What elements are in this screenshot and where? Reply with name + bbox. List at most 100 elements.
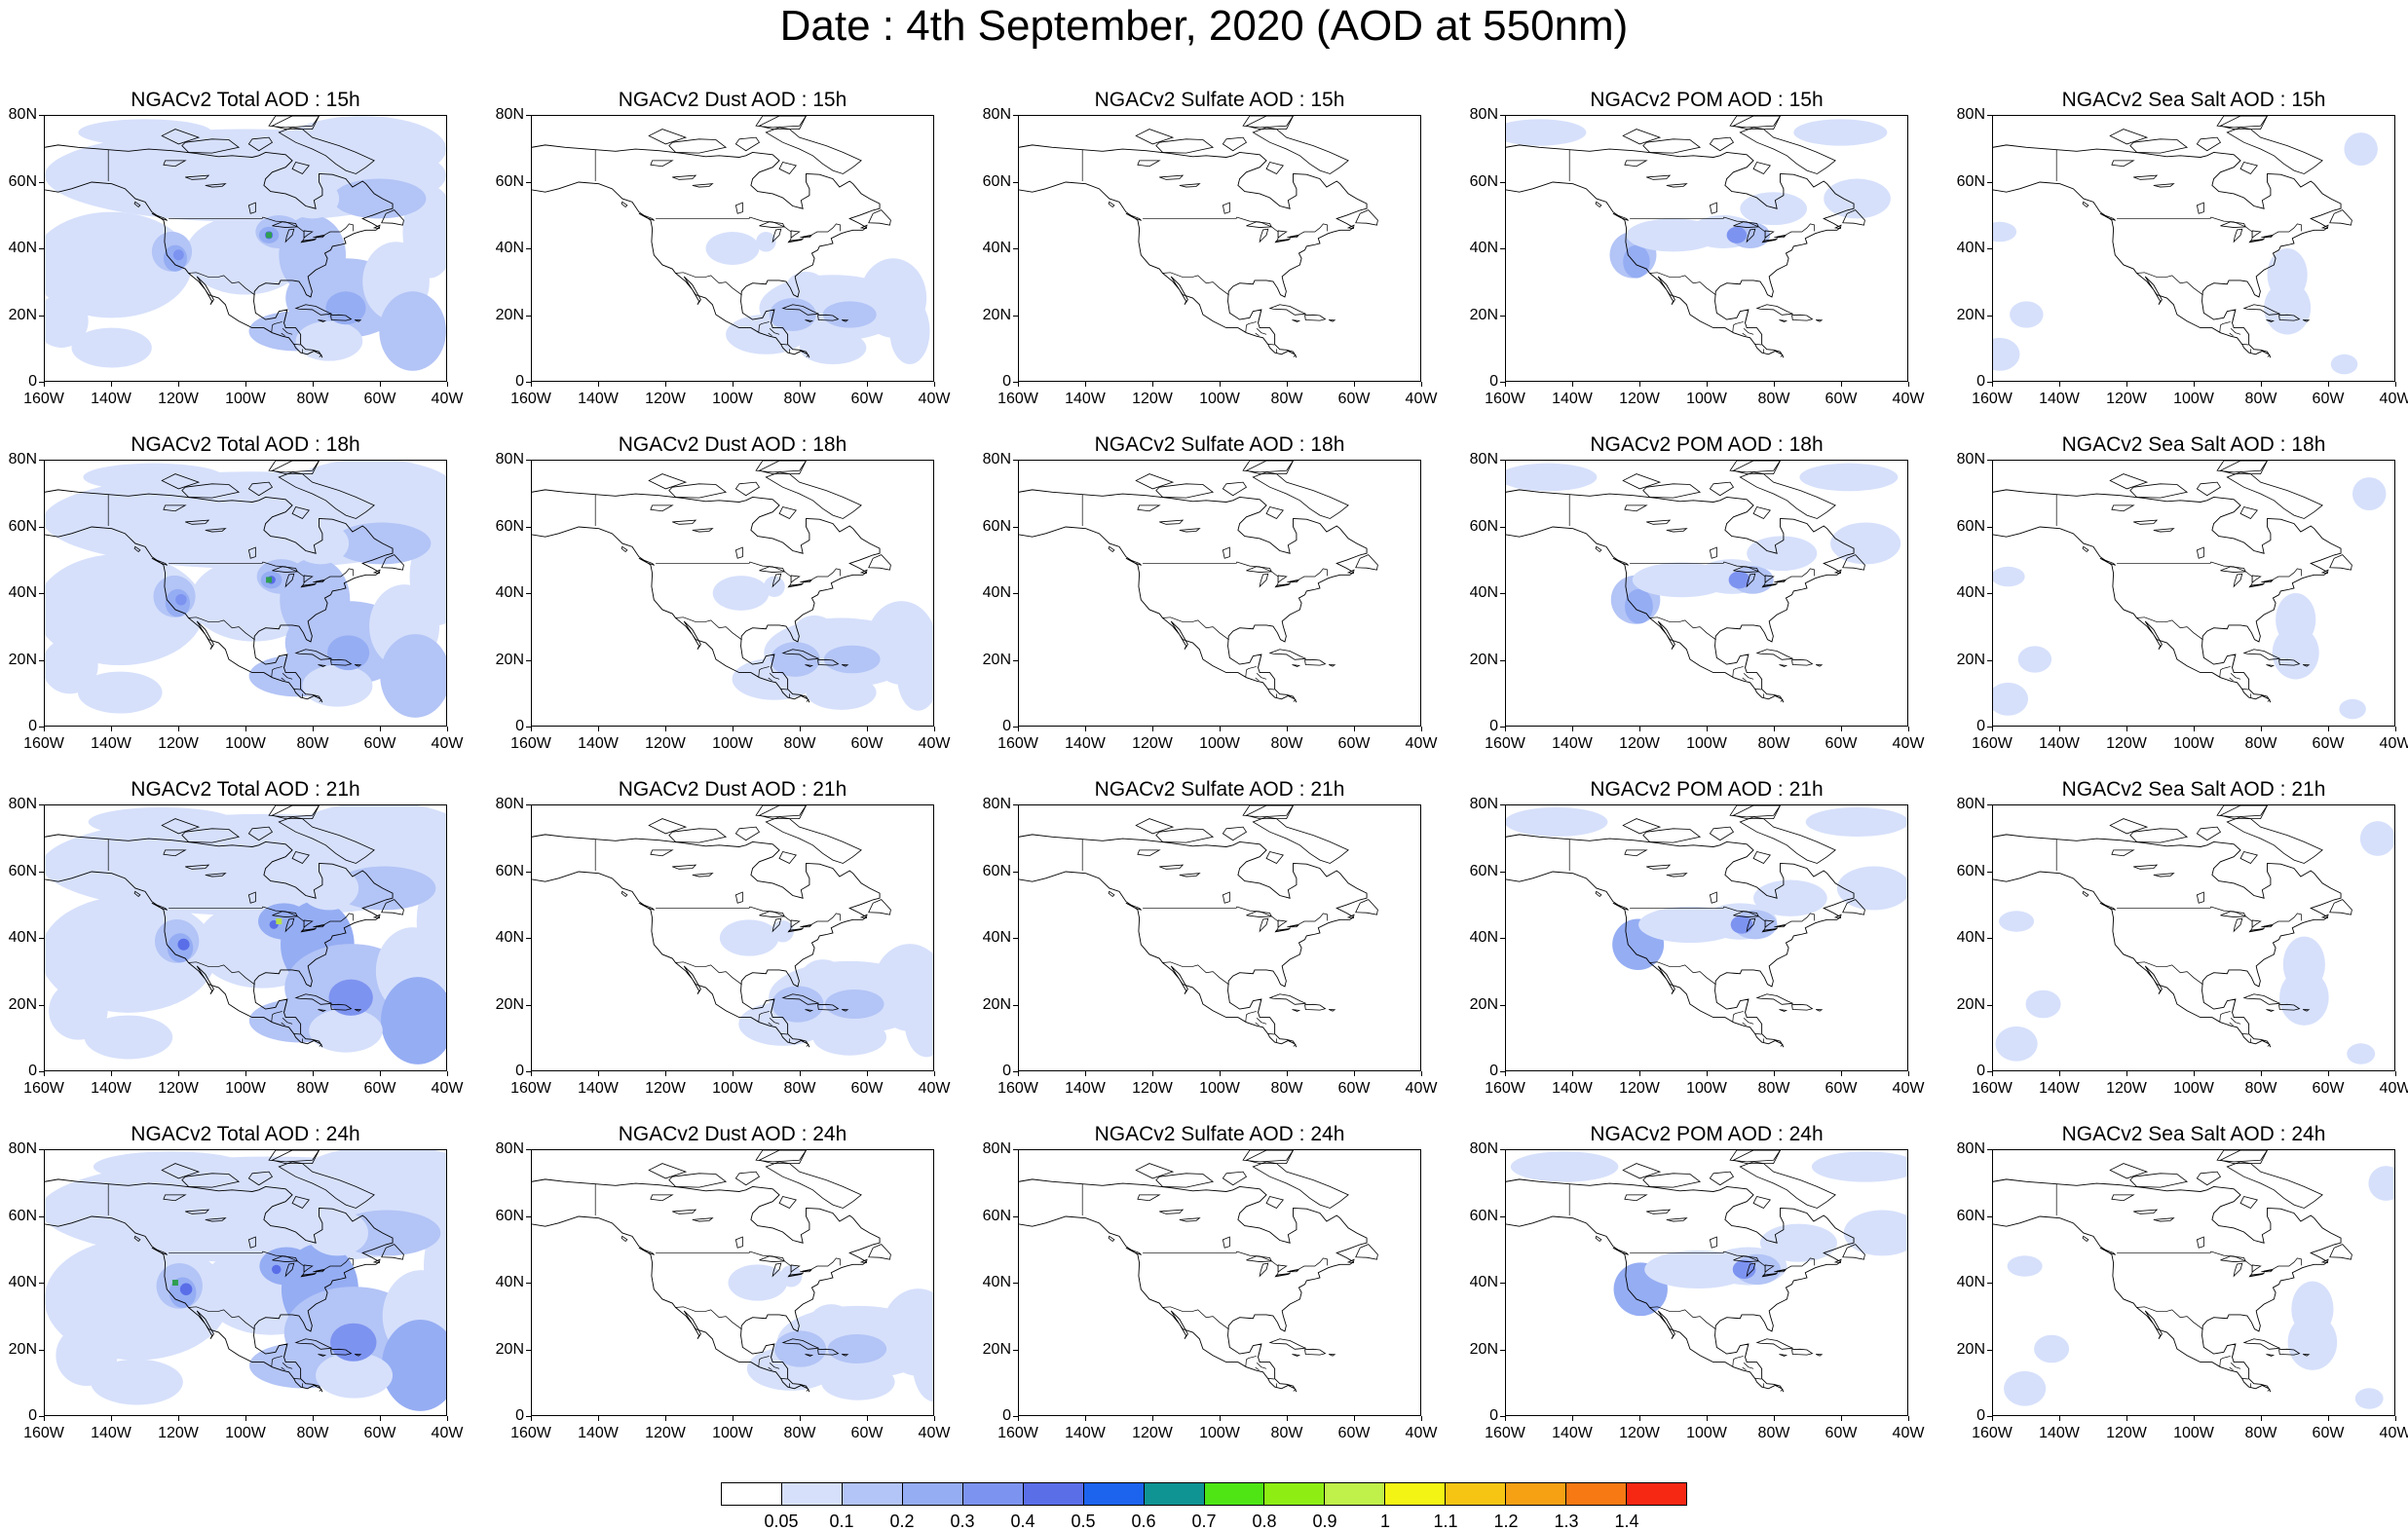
coastline xyxy=(271,116,320,130)
coastline xyxy=(1622,818,1662,835)
coastline xyxy=(2242,1338,2280,1350)
coastline xyxy=(1779,1354,1788,1357)
aod-region xyxy=(896,641,933,711)
coastline xyxy=(1642,1173,1702,1188)
coastline xyxy=(2239,162,2258,174)
coastline xyxy=(1622,473,1662,490)
coastline xyxy=(2099,1247,2116,1255)
coastline xyxy=(355,1354,362,1357)
panel-title: NGACv2 Sea Salt AOD : 18h xyxy=(2061,433,2326,456)
country-border xyxy=(1743,1018,1754,1025)
x-tick-label: 80W xyxy=(1270,735,1303,752)
coastline xyxy=(355,664,362,667)
coastline xyxy=(2233,228,2243,243)
x-tick-label: 140W xyxy=(1065,391,1106,407)
country-border xyxy=(2232,998,2237,1013)
coastline xyxy=(2219,805,2268,819)
y-tick xyxy=(1987,1149,1992,1150)
x-tick-label: 120W xyxy=(158,391,199,407)
y-tick xyxy=(39,1071,44,1072)
coastline xyxy=(800,579,812,583)
aod-region xyxy=(1793,119,1888,146)
aod-region xyxy=(1506,119,1587,146)
country-border xyxy=(1742,1366,1747,1371)
coastline xyxy=(2129,1173,2189,1188)
y-tick xyxy=(526,181,531,183)
y-tick xyxy=(526,871,531,873)
panel-title: NGACv2 Dust AOD : 24h xyxy=(618,1123,847,1145)
coastline xyxy=(318,319,327,322)
coastline xyxy=(133,1235,141,1243)
coastline xyxy=(1816,1009,1824,1012)
country-border xyxy=(281,677,285,682)
coastline xyxy=(205,873,227,878)
aod-region xyxy=(1732,1259,1756,1280)
y-tick xyxy=(1987,659,1992,661)
coastline xyxy=(2226,471,2323,519)
coastline xyxy=(1135,1163,1175,1179)
y-tick-label: 60N xyxy=(1956,172,1985,190)
y-tick xyxy=(1500,1283,1505,1284)
y-tick-label: 0 xyxy=(1976,718,1985,734)
aod-region xyxy=(774,1330,827,1367)
country-border xyxy=(2241,1032,2249,1035)
coastline xyxy=(2242,649,2280,660)
coastline xyxy=(2216,461,2269,473)
country-border xyxy=(2219,1356,2231,1367)
coastline xyxy=(771,228,782,243)
coastline xyxy=(163,849,187,857)
coastline xyxy=(284,917,295,933)
coastline xyxy=(2226,1161,2323,1209)
x-tick-label: 120W xyxy=(645,1425,686,1441)
y-tick-label: 20N xyxy=(1956,306,1985,323)
coastline xyxy=(2196,1171,2222,1186)
y-tick-label: 40N xyxy=(1956,1274,1985,1290)
country-border xyxy=(1267,1032,1275,1035)
coastline xyxy=(1159,174,1185,180)
country-border xyxy=(1256,328,1267,335)
y-tick-label: 20N xyxy=(8,995,37,1013)
coastline xyxy=(161,1163,201,1179)
country-border xyxy=(1293,354,1297,357)
aod-map xyxy=(1992,1149,2395,1416)
coastline xyxy=(2233,917,2243,933)
y-tick-label: 20N xyxy=(1469,651,1498,668)
coastline xyxy=(300,583,317,588)
x-tick-label: 80W xyxy=(2244,391,2277,407)
coastline xyxy=(2109,473,2149,490)
aod-region xyxy=(295,320,363,361)
y-tick xyxy=(1987,804,1992,805)
map-panel: NGACv2 Dust AOD : 18h 80N 60N 40N 20N 0 160W 14… xyxy=(487,432,951,778)
x-tick-label: 60W xyxy=(363,735,396,752)
coastline xyxy=(1612,902,1629,911)
coastline xyxy=(1709,202,1717,214)
coastline xyxy=(1108,890,1115,898)
coastline xyxy=(291,506,310,519)
coastline xyxy=(2099,557,2116,566)
coastline xyxy=(284,573,295,588)
coastline xyxy=(278,127,375,174)
coastline xyxy=(1265,162,1284,174)
coastline xyxy=(650,160,674,168)
y-tick-label: 40N xyxy=(8,1274,37,1290)
x-tick-label: 160W xyxy=(23,735,64,752)
coastline xyxy=(1274,928,1291,933)
coastline xyxy=(1646,519,1672,525)
coastline xyxy=(621,1235,628,1243)
country-border xyxy=(1754,1032,1762,1035)
x-tick xyxy=(665,382,666,387)
aod-region xyxy=(1805,806,1907,837)
x-tick xyxy=(2194,727,2195,731)
country-border xyxy=(2219,1011,2231,1023)
x-tick-label: 120W xyxy=(158,1080,199,1097)
country-border xyxy=(1732,1356,1744,1367)
x-tick xyxy=(178,1416,179,1421)
coastline xyxy=(2251,919,2262,928)
y-tick xyxy=(1987,181,1992,183)
y-tick xyxy=(1013,593,1018,594)
x-tick xyxy=(1707,1071,1708,1076)
y-tick xyxy=(526,1215,531,1217)
x-tick-label: 160W xyxy=(510,1080,551,1097)
x-tick xyxy=(1354,1416,1355,1421)
map-canvas xyxy=(45,805,446,1064)
